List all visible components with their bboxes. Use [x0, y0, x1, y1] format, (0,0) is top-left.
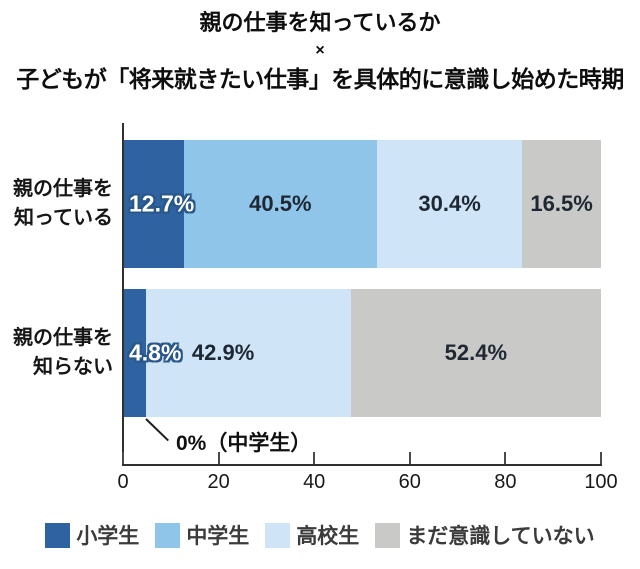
- x-axis-tick: [313, 452, 316, 464]
- x-axis-tick-label: 0: [117, 471, 129, 493]
- bar-segment: 4.8%: [123, 289, 181, 417]
- x-axis-tick: [408, 452, 411, 464]
- legend-label: 小学生: [76, 525, 140, 548]
- y-axis-line: [122, 123, 124, 466]
- legend-color-swatch: [375, 522, 401, 548]
- category-label-line: 親の仕事を: [13, 327, 113, 349]
- category-label-line: 知っている: [14, 207, 113, 229]
- segment-value-label: 4.8%: [129, 339, 182, 366]
- category-label-line: 親の仕事を: [13, 178, 113, 200]
- bar-segment: 16.5%: [522, 140, 601, 268]
- x-axis-tick-label: 80: [494, 471, 517, 493]
- segment-value-label: 30.4%: [418, 191, 481, 216]
- chart-title-multiply-sign: ×: [315, 42, 325, 59]
- x-axis-tick-label: 20: [207, 471, 230, 493]
- x-axis-line: [122, 464, 602, 466]
- chart-title-line-3: 子どもが「将来就きたい仕事」を具体的に意識し始めた時期: [16, 66, 624, 92]
- annotation-text: 0%（中学生）: [176, 432, 312, 455]
- legend-item: 高校生: [265, 520, 359, 550]
- segment-value-label: 12.7%: [129, 190, 195, 217]
- legend-label: まだ意識していない: [406, 525, 595, 548]
- segment-value-label: 40.5%: [249, 191, 312, 216]
- annotation-leader-line: [145, 418, 169, 442]
- bar-segment: 30.4%: [377, 140, 523, 268]
- x-axis-tick-label: 60: [398, 471, 421, 493]
- segment-value-label: 16.5%: [530, 191, 593, 216]
- category-label: 親の仕事を知らない: [0, 289, 113, 417]
- x-axis-tick: [122, 452, 124, 464]
- legend-item: 中学生: [155, 520, 249, 550]
- bar-segment: 42.9%: [145, 289, 351, 417]
- chart-title: 親の仕事を知っているか × 子どもが「将来就きたい仕事」を具体的に意識し始めた時…: [0, 8, 640, 94]
- legend-item: 小学生: [45, 520, 139, 550]
- stacked-bar-row: 4.8% 42.9% 52.4%: [123, 289, 601, 417]
- segment-value-label: 52.4%: [444, 340, 508, 365]
- legend-color-swatch: [45, 522, 71, 548]
- bar-segment: 40.5%: [183, 140, 378, 268]
- x-axis-tick-label: 100: [584, 471, 618, 493]
- legend-item: まだ意識していない: [375, 520, 595, 550]
- x-axis-tick: [600, 452, 602, 464]
- x-axis-tick: [217, 452, 220, 464]
- chart-title-line-1: 親の仕事を知っているか: [199, 10, 441, 35]
- bar-segment: 52.4%: [350, 289, 601, 417]
- category-label-line: 知らない: [33, 356, 113, 378]
- stacked-bar-row: 12.7% 40.5% 30.4% 16.5%: [123, 140, 601, 268]
- chart-legend: 小学生 中学生 高校生 まだ意識していない: [0, 520, 640, 550]
- legend-label: 高校生: [296, 525, 360, 548]
- legend-label: 中学生: [186, 525, 250, 548]
- category-label: 親の仕事を知っている: [0, 140, 113, 268]
- x-axis-tick: [504, 452, 507, 464]
- bar-segment: 12.7%: [123, 140, 194, 268]
- x-axis-tick-label: 40: [303, 471, 326, 493]
- legend-color-swatch: [265, 522, 291, 548]
- legend-color-swatch: [155, 522, 181, 548]
- segment-value-label: 42.9%: [191, 340, 255, 365]
